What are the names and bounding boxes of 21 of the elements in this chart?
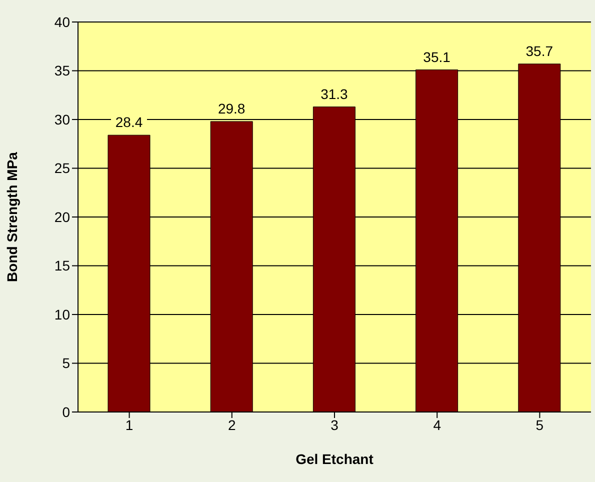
- y-tick-label: 0: [62, 404, 70, 420]
- data-label: 29.8: [218, 100, 246, 116]
- data-label: 31.3: [320, 86, 348, 102]
- y-tick-label: 10: [54, 306, 70, 322]
- x-tick-label: 5: [536, 416, 544, 433]
- x-tick-label: 4: [433, 416, 442, 433]
- y-tick-label: 20: [54, 208, 70, 225]
- y-axis-title: Bond Strength MPa: [4, 152, 20, 282]
- y-tick-label: 15: [54, 258, 70, 274]
- y-tick-label: 30: [54, 111, 70, 128]
- data-label: 35.7: [526, 42, 554, 59]
- y-tick-label: 40: [54, 14, 70, 30]
- data-label: 35.1: [423, 48, 451, 65]
- x-axis-title: Gel Etchant: [296, 451, 374, 467]
- y-tick-label: 25: [54, 160, 70, 176]
- y-tick-label: 5: [62, 355, 70, 372]
- y-tick-label: 35: [54, 62, 70, 79]
- x-tick-label: 3: [330, 416, 339, 433]
- x-tick-label: 2: [228, 416, 236, 433]
- data-label: 28.4: [115, 114, 143, 130]
- x-tick-label: 1: [125, 416, 134, 433]
